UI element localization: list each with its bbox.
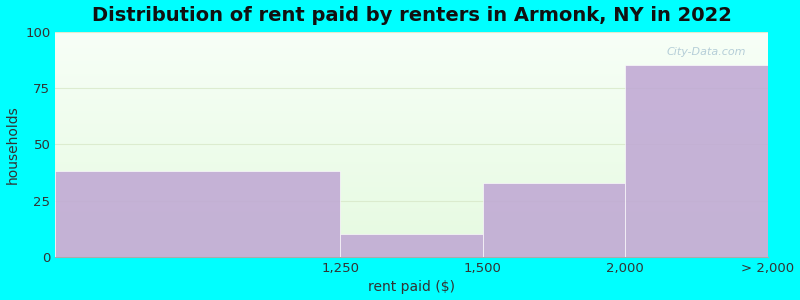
Title: Distribution of rent paid by renters in Armonk, NY in 2022: Distribution of rent paid by renters in … (92, 6, 731, 25)
Text: City-Data.com: City-Data.com (667, 47, 746, 57)
Bar (483, 183, 626, 257)
Bar (55, 171, 340, 257)
Y-axis label: households: households (6, 105, 19, 184)
Bar (340, 235, 483, 257)
X-axis label: rent paid ($): rent paid ($) (368, 280, 455, 294)
Bar (626, 65, 768, 257)
